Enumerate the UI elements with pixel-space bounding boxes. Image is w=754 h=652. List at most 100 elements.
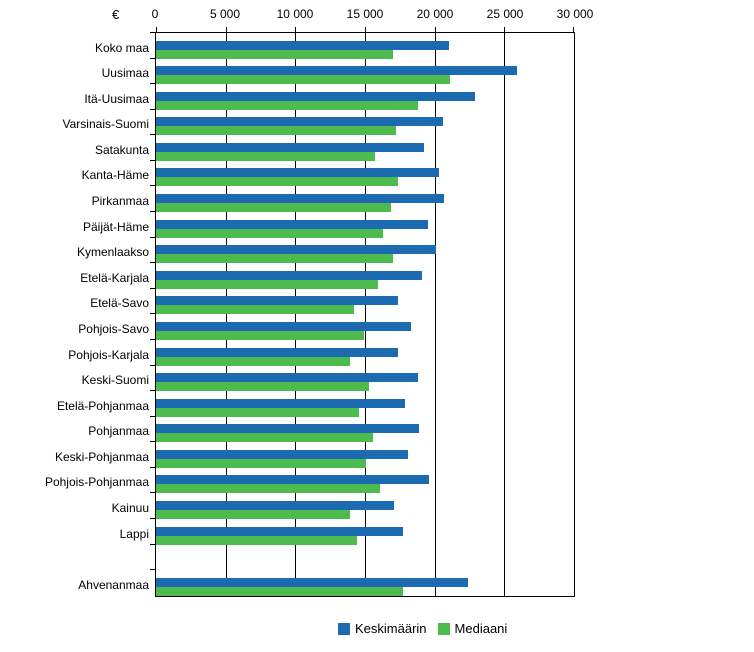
average-bar xyxy=(156,219,428,229)
average-bar xyxy=(156,526,403,536)
axis-tick xyxy=(156,27,157,32)
x-axis-tick-labels: 0 5 000 10 000 15 000 20 000 25 000 30 000 xyxy=(151,7,594,23)
axis-tick xyxy=(225,27,227,32)
bar-row: Kainuu xyxy=(112,492,574,519)
axis-tick xyxy=(434,27,436,32)
average-bar xyxy=(156,347,399,357)
category-label: Ahvenanmaa xyxy=(78,577,149,592)
bar-row: Kymenlaakso xyxy=(77,236,574,264)
legend-item: Mediaani xyxy=(437,621,507,636)
bar-row: Keski-Pohjanmaa xyxy=(55,441,574,468)
category-label: Pohjois-Savo xyxy=(78,321,149,336)
gridline xyxy=(225,33,227,596)
average-bar xyxy=(156,194,445,204)
axis-tick xyxy=(295,27,297,32)
category-label: Kanta-Häme xyxy=(81,168,149,183)
average-bar xyxy=(156,449,409,459)
category-label: Satakunta xyxy=(94,142,149,157)
median-bar xyxy=(156,151,375,161)
category-label: Pirkanmaa xyxy=(91,194,149,209)
plot-area: Koko maa Uusimaa Itä-Uusimaa Varsinais-Suom… xyxy=(45,27,575,597)
bar-row: Kanta-Häme xyxy=(82,159,574,187)
average-bar xyxy=(156,500,395,510)
average-bar xyxy=(156,245,437,255)
median-bar xyxy=(156,305,354,315)
median-bar xyxy=(156,484,381,494)
bar-row: Etelä-Karjala xyxy=(80,262,574,289)
bar-row: Varsinais-Suomi xyxy=(63,108,574,136)
category-label: Kainuu xyxy=(111,500,149,515)
bar-row: Satakunta xyxy=(95,134,574,161)
median-bar xyxy=(156,458,367,468)
legend-swatch xyxy=(437,622,450,635)
median-bar xyxy=(156,203,392,213)
average-bar xyxy=(156,577,469,587)
category-label: Päijät-Häme xyxy=(82,219,149,234)
bar-row: Pirkanmaa xyxy=(92,185,574,213)
median-bar xyxy=(156,330,364,340)
bar-row: Pohjanmaa xyxy=(88,415,574,443)
legend-item: Keskimäärin xyxy=(338,621,427,636)
category-label: Itä-Uusimaa xyxy=(84,91,149,106)
median-bar xyxy=(156,100,418,110)
average-bar xyxy=(156,424,420,434)
x-tick-label: 10 000 xyxy=(276,7,314,21)
median-bar xyxy=(156,177,399,187)
bar-row: Keski-Suomi xyxy=(82,364,574,392)
average-bar xyxy=(156,66,517,76)
x-tick-label: 5 000 xyxy=(209,7,240,21)
median-bar xyxy=(156,407,360,417)
average-bar xyxy=(156,475,430,485)
bar-row: Uusimaa xyxy=(102,57,574,85)
bar-row: Päijät-Häme xyxy=(83,211,574,238)
legend-label: Keskimäärin xyxy=(355,621,427,636)
bar-row: Pohjois-Savo xyxy=(78,313,574,340)
median-bar xyxy=(156,279,378,289)
bar-row: Lappi xyxy=(120,518,574,545)
category-label: Lappi xyxy=(119,526,149,541)
category-label: Keski-Suomi xyxy=(81,373,149,388)
median-bar xyxy=(156,586,403,596)
bar-row: Itä-Uusimaa xyxy=(84,83,574,110)
legend-swatch xyxy=(338,622,350,635)
average-bar xyxy=(156,296,399,306)
median-bar xyxy=(156,126,396,136)
x-tick-label: 20 000 xyxy=(416,7,454,21)
average-bar xyxy=(156,142,424,152)
median-bar xyxy=(156,75,450,85)
average-bar xyxy=(156,40,449,50)
spacer-row xyxy=(150,543,574,571)
bar-row: Koko maa xyxy=(95,32,574,59)
bar-row: Etelä-Savo xyxy=(90,287,574,315)
category-label: Etelä-Pohjanmaa xyxy=(56,398,149,413)
average-bar xyxy=(156,321,411,331)
x-tick-label: 30 000 xyxy=(556,7,594,21)
gridline xyxy=(434,33,436,596)
axis-tick xyxy=(365,27,366,32)
median-bar xyxy=(156,228,384,238)
category-label: Pohjois-Karjala xyxy=(68,347,149,362)
axis-unit-label: € xyxy=(112,7,120,22)
category-label: Koko maa xyxy=(94,40,149,55)
axis-tick xyxy=(504,27,506,32)
average-bar xyxy=(156,398,406,408)
median-bar xyxy=(156,509,350,519)
category-label: Pohjois-Pohjanmaa xyxy=(44,475,149,490)
x-tick-label: 15 000 xyxy=(346,7,384,21)
legend: Keskimäärin Mediaani xyxy=(338,621,507,636)
bar-row: Pohjois-Pohjanmaa xyxy=(45,466,574,494)
x-tick-label: 25 000 xyxy=(486,7,524,21)
x-tick-label: 0 xyxy=(151,7,159,21)
median-bar xyxy=(156,356,350,366)
category-label: Etelä-Karjala xyxy=(80,270,149,285)
gridline xyxy=(295,33,297,596)
category-label: Uusimaa xyxy=(101,66,149,81)
axis-tick xyxy=(573,27,574,32)
category-label: Keski-Pohjanmaa xyxy=(54,449,149,464)
average-bar xyxy=(156,91,476,101)
bar-row: Ahvenanmaa xyxy=(78,569,574,596)
bar-row: Etelä-Pohjanmaa xyxy=(57,390,574,417)
median-bar xyxy=(156,535,357,545)
bar-row: Pohjois-Karjala xyxy=(68,338,574,366)
